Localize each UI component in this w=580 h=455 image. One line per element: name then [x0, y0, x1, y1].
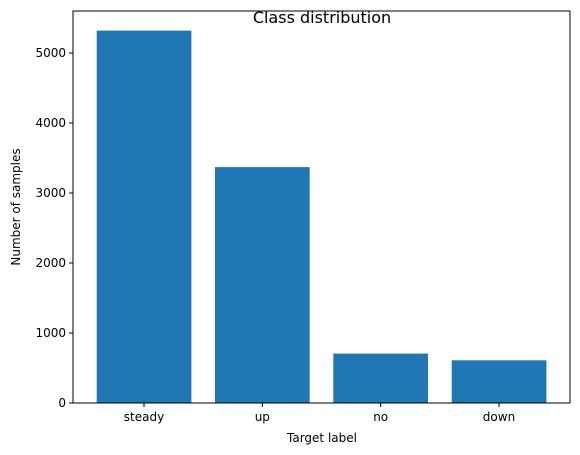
x-tick-label: down — [483, 410, 515, 424]
y-tick-label: 1000 — [35, 326, 66, 340]
y-tick-label: 0 — [58, 396, 66, 410]
y-axis-ticks: 0 1000 2000 3000 4000 5000 — [35, 46, 73, 410]
bars — [96, 30, 547, 403]
x-axis-ticks: steady up no down — [124, 403, 515, 424]
x-axis-label: Target label — [286, 431, 357, 445]
x-tick-label: no — [373, 410, 388, 424]
x-tick-label: steady — [124, 410, 164, 424]
plot-frame — [72, 10, 571, 404]
y-tick-label: 2000 — [35, 256, 66, 270]
bar-no — [333, 353, 428, 403]
bar-steady — [96, 30, 192, 403]
bar-down — [451, 360, 547, 403]
y-tick-label: 5000 — [35, 46, 66, 60]
y-tick-label: 3000 — [35, 186, 66, 200]
x-tick-label: up — [255, 410, 270, 424]
y-tick-label: 4000 — [35, 116, 66, 130]
bar-up — [215, 167, 310, 403]
y-axis-label: Number of samples — [9, 148, 23, 265]
chart-title: Class distribution — [253, 8, 391, 27]
